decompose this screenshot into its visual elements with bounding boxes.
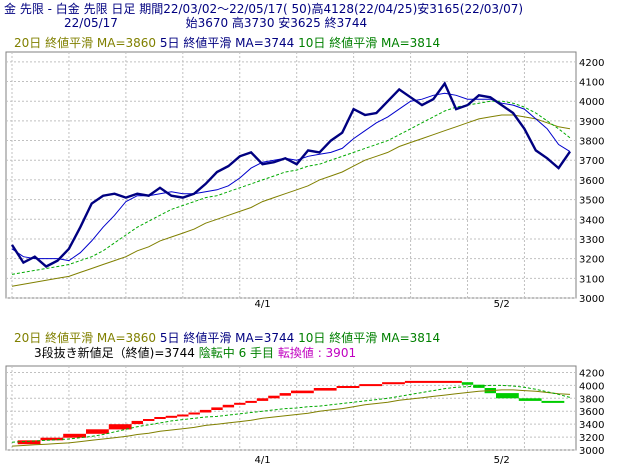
main-y-tick-label: 3100 xyxy=(579,274,604,285)
sub-chart-y-ticks: 3000 3200 3400 3600 3800 4000 4200 xyxy=(579,368,604,457)
block-up xyxy=(222,404,235,408)
main-y-tick-label: 3200 xyxy=(579,255,604,266)
status-count: 6 手目 xyxy=(238,346,275,360)
sub-y-tick-label: 3200 xyxy=(579,433,604,444)
main-y-tick-label: 4000 xyxy=(579,97,604,108)
sub-legend-ma5: 5日 終値平滑 MA=3744 xyxy=(159,331,295,345)
main-y-tick-label: 3000 xyxy=(579,294,604,305)
sub-series-line-ma20 xyxy=(11,389,571,447)
sub-y-tick-label: 3800 xyxy=(579,394,604,405)
main-y-tick-label: 3300 xyxy=(579,235,604,246)
main-plot-frame xyxy=(5,51,577,299)
main-y-tick-label: 4200 xyxy=(579,58,604,69)
sub-legend-ma10: 10日 終値平滑 MA=3814 xyxy=(298,331,441,345)
legend-ma10: 10日 終値平滑 MA=3814 xyxy=(298,36,441,50)
status-label: 3段抜き新値足（終値)=3744 xyxy=(34,346,195,360)
main-x-tick-label: 5/2 xyxy=(494,299,510,310)
main-chart-legend: 20日 終値平滑 MA=3860 5日 終値平滑 MA=3744 10日 終値平… xyxy=(14,36,440,50)
block-up xyxy=(336,386,360,388)
sub-legend-ma20: 20日 終値平滑 MA=3860 xyxy=(14,331,157,345)
main-y-tick-label: 3800 xyxy=(579,137,604,148)
sub-y-tick-label: 3600 xyxy=(579,407,604,418)
block-down xyxy=(461,382,474,385)
block-up xyxy=(131,420,143,425)
block-down xyxy=(496,393,519,399)
main-x-tick-label: 4/1 xyxy=(254,299,270,310)
header-ohlc-values: 始3670 高3730 安3625 終3744 xyxy=(185,16,368,30)
block-up xyxy=(382,382,405,385)
series-line-close xyxy=(10,81,571,268)
sub-x-tick-label: 5/2 xyxy=(494,455,510,466)
block-down xyxy=(541,400,565,403)
main-y-tick-label: 3900 xyxy=(579,117,604,128)
chart-header-ohlc: 22/05/17 始3670 高3730 安3625 終3744 xyxy=(64,16,367,30)
block-up xyxy=(86,429,109,434)
block-up xyxy=(143,419,155,421)
legend-ma20: 20日 終値平滑 MA=3860 xyxy=(14,36,157,50)
series-line-ma10 xyxy=(11,100,571,275)
sub-y-tick-label: 3400 xyxy=(579,420,604,431)
block-up xyxy=(17,440,41,445)
block-up xyxy=(177,414,189,417)
block-up xyxy=(211,407,223,410)
block-up xyxy=(154,417,166,419)
block-up xyxy=(165,415,178,418)
sub-y-tick-label: 3000 xyxy=(579,446,604,457)
status-reversal: 転換値 : 3901 xyxy=(277,346,357,360)
block-up xyxy=(63,433,86,438)
main-chart-grid xyxy=(5,51,577,299)
sub-chart-grid xyxy=(5,365,577,451)
sub-series-line-ma10 xyxy=(11,384,571,443)
sub-y-tick-label: 4200 xyxy=(579,368,604,379)
main-y-tick-label: 3400 xyxy=(579,215,604,226)
legend-ma5: 5日 終値平滑 MA=3744 xyxy=(159,36,295,50)
status-trend: 陰転中 xyxy=(198,346,235,360)
block-up xyxy=(291,390,314,394)
block-up xyxy=(256,398,269,401)
sub-chart-status: 3段抜き新値足（終値)=3744 陰転中 6 手目 転換値 : 3901 xyxy=(34,346,356,360)
main-y-tick-label: 3700 xyxy=(579,156,604,167)
block-up xyxy=(199,409,212,413)
series-line-ma5 xyxy=(11,92,571,262)
main-chart-y-ticks: 3000 3100 3200 3300 3400 3500 3600 3700 3800 3900… xyxy=(579,58,604,305)
block-up xyxy=(313,388,337,391)
block-up xyxy=(40,437,64,441)
main-y-tick-label: 3600 xyxy=(579,176,604,187)
main-y-tick-label: 4100 xyxy=(579,78,604,89)
sub-chart-blocks xyxy=(17,380,565,445)
main-chart-x-ticks: 4/1 5/2 xyxy=(254,299,509,310)
block-up xyxy=(404,380,462,383)
main-chart-lines xyxy=(10,81,571,287)
sub-y-tick-label: 4000 xyxy=(579,381,604,392)
block-up xyxy=(108,424,132,430)
block-up xyxy=(279,393,291,396)
sub-chart-lines xyxy=(11,384,571,447)
sub-x-tick-label: 4/1 xyxy=(254,455,270,466)
block-up xyxy=(245,400,257,403)
sub-chart-x-ticks: 4/1 5/2 xyxy=(254,455,509,466)
block-up xyxy=(359,384,383,387)
block-up xyxy=(234,402,246,405)
block-down xyxy=(518,398,542,401)
block-up xyxy=(188,412,200,415)
header-date: 22/05/17 xyxy=(64,16,118,30)
main-y-tick-label: 3500 xyxy=(579,196,604,207)
block-up xyxy=(268,395,280,399)
series-line-ma20 xyxy=(11,114,571,287)
sub-chart-legend: 20日 終値平滑 MA=3860 5日 終値平滑 MA=3744 10日 終値平… xyxy=(14,331,440,345)
chart-header-title: 金 先限 - 白金 先限 日足 期間22/03/02〜22/05/17( 50)… xyxy=(4,2,524,16)
